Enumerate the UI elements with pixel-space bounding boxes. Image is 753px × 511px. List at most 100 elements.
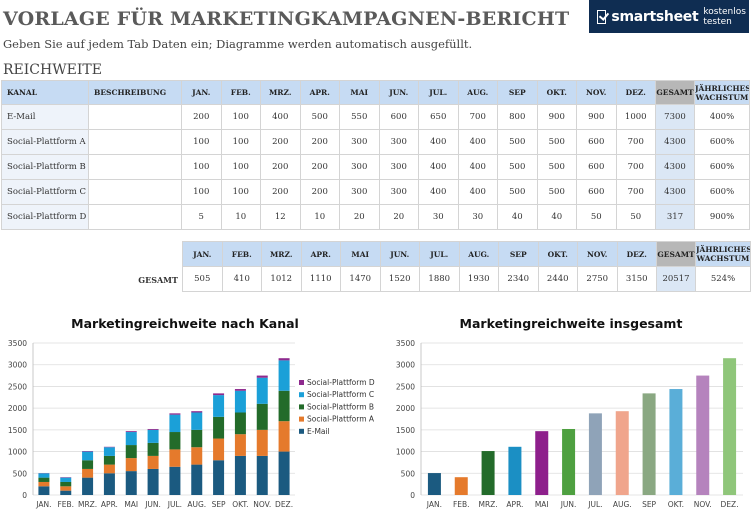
bar-segment-social-plattform-d <box>234 389 246 391</box>
bar-segment-social-plattform-d <box>169 413 181 415</box>
header-month: DEZ. <box>616 241 657 267</box>
header-month: FEB. <box>221 241 262 267</box>
header-month: NOV. <box>577 241 618 267</box>
header-total: GESAMT <box>656 241 696 267</box>
month-value: 600 <box>576 129 617 155</box>
bar-segment-social-plattform-b <box>213 416 225 439</box>
month-value: 10 <box>220 204 261 230</box>
channel-name: Social-Plattform A <box>1 129 89 155</box>
x-tick-label: AUG. <box>187 500 206 509</box>
logo-cta: kostenlos testen <box>703 6 746 27</box>
month-value: 100 <box>181 179 222 205</box>
chart-title: Marketingreichweite nach Kanal <box>71 316 299 331</box>
total-growth: 524% <box>695 266 751 292</box>
header-month: JAN. <box>182 241 223 267</box>
bar-segment-social-plattform-a <box>125 458 137 472</box>
y-tick-label: 3000 <box>396 361 415 370</box>
legend-label: Social-Plattform D <box>307 378 375 387</box>
month-value: 100 <box>181 129 222 155</box>
month-value: 300 <box>378 154 419 180</box>
month-value: 50 <box>615 204 656 230</box>
bar <box>562 428 576 495</box>
page-title: VORLAGE FÜR MARKETINGKAMPAGNEN-BERICHT <box>3 8 570 30</box>
y-tick-label: 500 <box>401 469 416 478</box>
month-total: 1110 <box>300 266 341 292</box>
totals-label: GESAMT <box>138 275 178 285</box>
logo-brand: smartsheet <box>611 8 699 25</box>
legend-label: Social-Plattform C <box>307 390 374 399</box>
bar-segment-social-plattform-b <box>234 412 246 435</box>
y-tick-label: 2500 <box>8 382 27 391</box>
x-tick-label: SEP <box>642 500 656 509</box>
y-tick-label: 3000 <box>8 361 27 370</box>
month-total: 2750 <box>577 266 618 292</box>
bar <box>508 446 522 495</box>
legend-swatch <box>299 392 304 398</box>
legend-label: Social-Plattform B <box>307 402 374 411</box>
header-month: JUN. <box>378 80 419 105</box>
channel-description <box>88 179 182 205</box>
header-month: NOV. <box>576 80 617 105</box>
header-month: APR. <box>299 80 340 105</box>
bar-segment-social-plattform-c <box>256 377 268 404</box>
table-row: Social-Plattform D 5 10 12 10 20 20 30 30 40 40 50 5… <box>1 204 750 230</box>
month-value: 20 <box>378 204 419 230</box>
month-total: 2340 <box>498 266 539 292</box>
bar-segment-social-plattform-a <box>278 421 290 452</box>
x-tick-label: NOV. <box>253 500 271 509</box>
bar <box>642 393 656 495</box>
y-tick-label: 500 <box>13 469 28 478</box>
month-value: 500 <box>497 154 538 180</box>
bar-segment-social-plattform-d <box>147 428 159 430</box>
month-total: 410 <box>221 266 262 292</box>
header-month: MRZ. <box>260 80 301 105</box>
row-growth: 400% <box>694 104 750 130</box>
row-total: 7300 <box>655 104 695 130</box>
bar-segment-social-plattform-d <box>82 451 94 452</box>
month-total: 2440 <box>537 266 578 292</box>
x-tick-label: NOV. <box>694 500 712 509</box>
bar-segment-e-mail <box>278 451 290 495</box>
bar-segment-social-plattform-c <box>147 429 159 443</box>
month-value: 700 <box>615 154 656 180</box>
bar-segment-e-mail <box>169 466 181 495</box>
bar-segment-e-mail <box>38 486 50 495</box>
month-value: 300 <box>378 179 419 205</box>
y-tick-label: 3500 <box>396 339 415 348</box>
header-month: FEB. <box>220 80 261 105</box>
bar-segment-social-plattform-c <box>38 473 50 478</box>
month-value: 550 <box>339 104 380 130</box>
table-row: E-Mail 200 100 400 500 550 600 650 700 800 900 900 1… <box>1 104 750 130</box>
bar-segment-social-plattform-c <box>234 390 246 413</box>
bar-segment-e-mail <box>191 464 203 495</box>
page-subtitle: Geben Sie auf jedem Tab Daten ein; Diagr… <box>3 37 473 51</box>
bar-segment-social-plattform-b <box>147 442 159 456</box>
x-tick-label: OKT. <box>232 500 248 509</box>
smartsheet-logo-button[interactable]: smartsheet kostenlos testen <box>589 0 749 33</box>
month-value: 30 <box>457 204 498 230</box>
x-tick-label: OKT. <box>668 500 684 509</box>
bar <box>535 431 549 495</box>
header-month: OKT. <box>536 80 577 105</box>
header-growth: JÄHRLICHES WACHSTUM <box>695 241 751 267</box>
channel-name: Social-Plattform D <box>1 204 89 230</box>
x-tick-label: JAN. <box>35 500 51 509</box>
month-value: 400 <box>260 104 301 130</box>
month-total: 1520 <box>379 266 420 292</box>
y-tick-label: 1500 <box>396 426 415 435</box>
legend-swatch <box>299 380 304 385</box>
bar-segment-social-plattform-c <box>278 360 290 391</box>
bar-segment-e-mail <box>256 455 268 495</box>
month-value: 200 <box>260 179 301 205</box>
bar-segment-social-plattform-b <box>256 403 268 430</box>
bar <box>481 451 495 495</box>
x-tick-label: FEB. <box>453 500 470 509</box>
month-value: 400 <box>457 154 498 180</box>
bar <box>669 389 683 495</box>
bar-segment-social-plattform-d <box>125 431 137 433</box>
bar-segment-e-mail <box>60 490 72 495</box>
month-value: 200 <box>260 154 301 180</box>
month-value: 400 <box>418 179 459 205</box>
y-tick-label: 2500 <box>396 382 415 391</box>
row-total: 4300 <box>655 129 695 155</box>
